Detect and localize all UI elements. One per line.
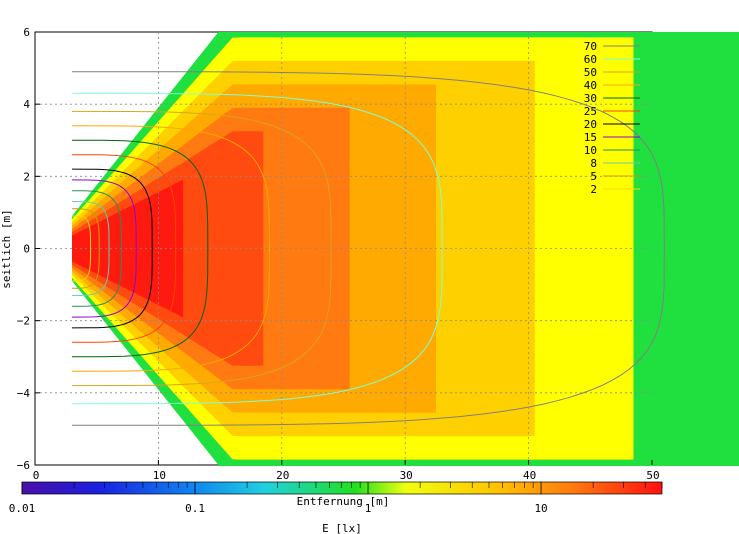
x-tick-label: 0 <box>33 469 40 482</box>
contour-60 <box>71 92 443 405</box>
contour-10 <box>72 190 122 307</box>
contour-20 <box>71 168 153 329</box>
y-tick-label: −4 <box>17 387 31 400</box>
colorbar-label: E [lx] <box>322 522 362 534</box>
contour-40 <box>71 125 271 372</box>
contour-25 <box>72 154 177 343</box>
colorbar-ticks: 0.01 0.1 1 10 <box>9 482 663 515</box>
y-tick-label: 2 <box>23 170 30 183</box>
colorbar-tick-label: 0.1 <box>185 502 205 515</box>
colorbar: 0.01 0.1 1 10 <box>9 481 663 515</box>
colorbar-tick-label: 10 <box>534 502 547 515</box>
y-tick-label: 4 <box>23 98 30 111</box>
contour-15 <box>71 179 137 318</box>
y-tick-label: 0 <box>23 243 30 256</box>
legend-label: 30 <box>584 92 597 105</box>
colorbar-tick-label: 0.01 <box>9 502 36 515</box>
x-axis-label: Entfernung [m] <box>297 495 390 508</box>
x-tick-label: 30 <box>400 469 413 482</box>
legend-label: 25 <box>584 105 597 118</box>
legend-label: 15 <box>584 131 597 144</box>
y-tick-label: −6 <box>17 459 30 472</box>
x-tick-label: 20 <box>276 469 289 482</box>
contour-5 <box>72 208 100 289</box>
field-band-6 <box>72 179 184 318</box>
y-axis-label: seitlich [m] <box>0 209 13 288</box>
legend-label: 70 <box>584 40 597 53</box>
legend-label: 10 <box>584 144 597 157</box>
legend-label: 2 <box>590 183 597 196</box>
x-tick-label: 40 <box>523 469 536 482</box>
contour-70 <box>71 71 665 426</box>
contour-2 <box>72 215 91 282</box>
x-axis-ticks: 0 10 20 30 40 50 <box>33 460 660 482</box>
legend-label: 50 <box>584 66 597 79</box>
legend-label: 5 <box>590 170 597 183</box>
y-axis-ticks: 6 4 2 0 −2 −4 −6 <box>17 26 40 472</box>
contour-8 <box>72 201 110 296</box>
colorbar-gradient <box>21 481 663 495</box>
contour-50 <box>71 110 332 387</box>
y-tick-label: −2 <box>17 315 30 328</box>
grid-lines <box>35 32 652 465</box>
contour-30 <box>71 139 209 358</box>
y-tick-label: 6 <box>23 26 30 39</box>
x-tick-label: 50 <box>646 469 659 482</box>
legend-label: 40 <box>584 79 597 92</box>
x-tick-label: 10 <box>153 469 166 482</box>
legend-label: 60 <box>584 53 597 66</box>
legend-label: 20 <box>584 118 597 131</box>
colorbar-tick-label: 1 <box>365 502 372 515</box>
contour-lines <box>71 71 665 426</box>
legend-label: 8 <box>590 157 597 170</box>
